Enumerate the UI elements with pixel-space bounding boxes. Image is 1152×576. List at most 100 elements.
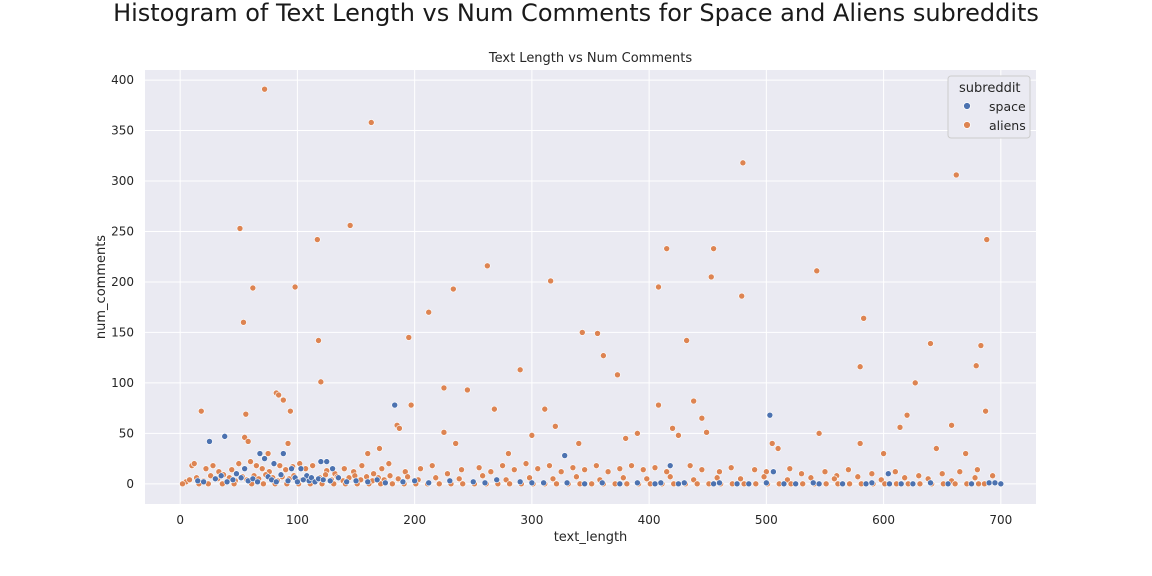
point-space bbox=[288, 465, 295, 472]
point-aliens bbox=[643, 475, 651, 483]
point-space bbox=[261, 455, 268, 462]
point-space bbox=[680, 479, 688, 487]
point-aliens bbox=[378, 465, 386, 472]
legend-marker-aliens bbox=[963, 121, 971, 129]
point-space bbox=[745, 480, 753, 488]
point-space bbox=[241, 465, 248, 472]
point-aliens bbox=[628, 462, 635, 469]
point-space bbox=[516, 478, 524, 486]
point-aliens bbox=[464, 386, 471, 394]
x-tick-label: 0 bbox=[176, 513, 184, 527]
y-tick-label: 50 bbox=[119, 426, 134, 440]
point-space bbox=[317, 458, 325, 465]
point-space bbox=[277, 471, 285, 479]
point-space bbox=[217, 472, 225, 480]
point-aliens bbox=[686, 462, 694, 469]
point-aliens bbox=[459, 480, 467, 488]
point-aliens bbox=[452, 440, 459, 447]
point-aliens bbox=[962, 450, 969, 457]
point-space bbox=[909, 480, 917, 488]
point-aliens bbox=[578, 329, 586, 336]
point-aliens bbox=[916, 480, 924, 488]
point-aliens bbox=[675, 432, 682, 439]
point-aliens bbox=[405, 334, 413, 341]
point-aliens bbox=[634, 430, 641, 437]
point-aliens bbox=[666, 473, 674, 481]
y-tick-label: 0 bbox=[126, 477, 134, 491]
point-aliens bbox=[370, 470, 377, 478]
point-aliens bbox=[376, 445, 383, 452]
point-space bbox=[561, 452, 569, 459]
point-aliens bbox=[822, 480, 830, 488]
point-aliens bbox=[856, 440, 864, 447]
point-aliens bbox=[896, 423, 904, 431]
point-aliens bbox=[440, 384, 448, 392]
point-aliens bbox=[258, 465, 266, 472]
point-aliens bbox=[341, 465, 348, 472]
point-space bbox=[326, 477, 334, 485]
x-axis-label: text_length bbox=[554, 530, 628, 545]
point-space bbox=[666, 462, 674, 469]
point-aliens bbox=[669, 425, 676, 432]
point-aliens bbox=[593, 462, 600, 469]
point-aliens bbox=[581, 466, 588, 473]
point-aliens bbox=[655, 401, 662, 409]
point-aliens bbox=[707, 273, 715, 281]
plot-area bbox=[145, 70, 1036, 504]
point-aliens bbox=[952, 171, 960, 179]
point-aliens bbox=[242, 410, 250, 418]
point-space bbox=[256, 450, 264, 457]
point-aliens bbox=[367, 119, 375, 126]
point-aliens bbox=[786, 465, 794, 472]
point-aliens bbox=[417, 465, 424, 472]
point-aliens bbox=[739, 159, 747, 167]
point-space bbox=[763, 479, 770, 487]
point-space bbox=[815, 480, 823, 488]
point-aliens bbox=[760, 473, 768, 481]
y-tick-label: 300 bbox=[111, 174, 134, 188]
point-aliens bbox=[510, 466, 518, 473]
point-space bbox=[809, 479, 817, 487]
point-space bbox=[927, 479, 934, 487]
point-aliens bbox=[600, 352, 607, 359]
point-aliens bbox=[253, 462, 260, 469]
y-axis-label: num_comments bbox=[94, 235, 109, 339]
y-tick-label: 200 bbox=[111, 275, 134, 289]
point-aliens bbox=[557, 468, 565, 476]
point-aliens bbox=[287, 407, 294, 415]
point-aliens bbox=[604, 468, 612, 476]
point-space bbox=[862, 480, 870, 488]
point-space bbox=[733, 480, 741, 488]
point-aliens bbox=[491, 405, 498, 413]
point-aliens bbox=[197, 407, 205, 415]
point-aliens bbox=[927, 340, 934, 347]
point-aliens bbox=[284, 440, 292, 447]
point-aliens bbox=[190, 460, 198, 467]
point-aliens bbox=[813, 267, 821, 275]
point-aliens bbox=[264, 450, 272, 457]
grid-lines bbox=[145, 70, 1036, 504]
point-aliens bbox=[499, 462, 506, 469]
point-space bbox=[200, 478, 207, 486]
point-aliens bbox=[901, 474, 908, 482]
point-space bbox=[780, 480, 788, 488]
point-aliens bbox=[856, 363, 864, 371]
point-aliens bbox=[737, 475, 744, 483]
plot-title: Text Length vs Num Comments bbox=[488, 51, 692, 66]
point-space bbox=[221, 433, 229, 440]
point-aliens bbox=[549, 475, 557, 483]
point-aliens bbox=[971, 474, 979, 482]
legend-label-aliens: aliens bbox=[989, 118, 1026, 133]
point-aliens bbox=[892, 468, 899, 476]
point-aliens bbox=[831, 475, 838, 483]
point-space bbox=[944, 480, 952, 488]
point-aliens bbox=[309, 462, 316, 469]
point-aliens bbox=[738, 292, 746, 300]
point-space bbox=[335, 474, 342, 482]
point-aliens bbox=[435, 480, 443, 488]
point-aliens bbox=[622, 435, 629, 442]
point-space bbox=[657, 479, 665, 487]
point-aliens bbox=[798, 470, 805, 478]
point-space bbox=[839, 480, 846, 488]
